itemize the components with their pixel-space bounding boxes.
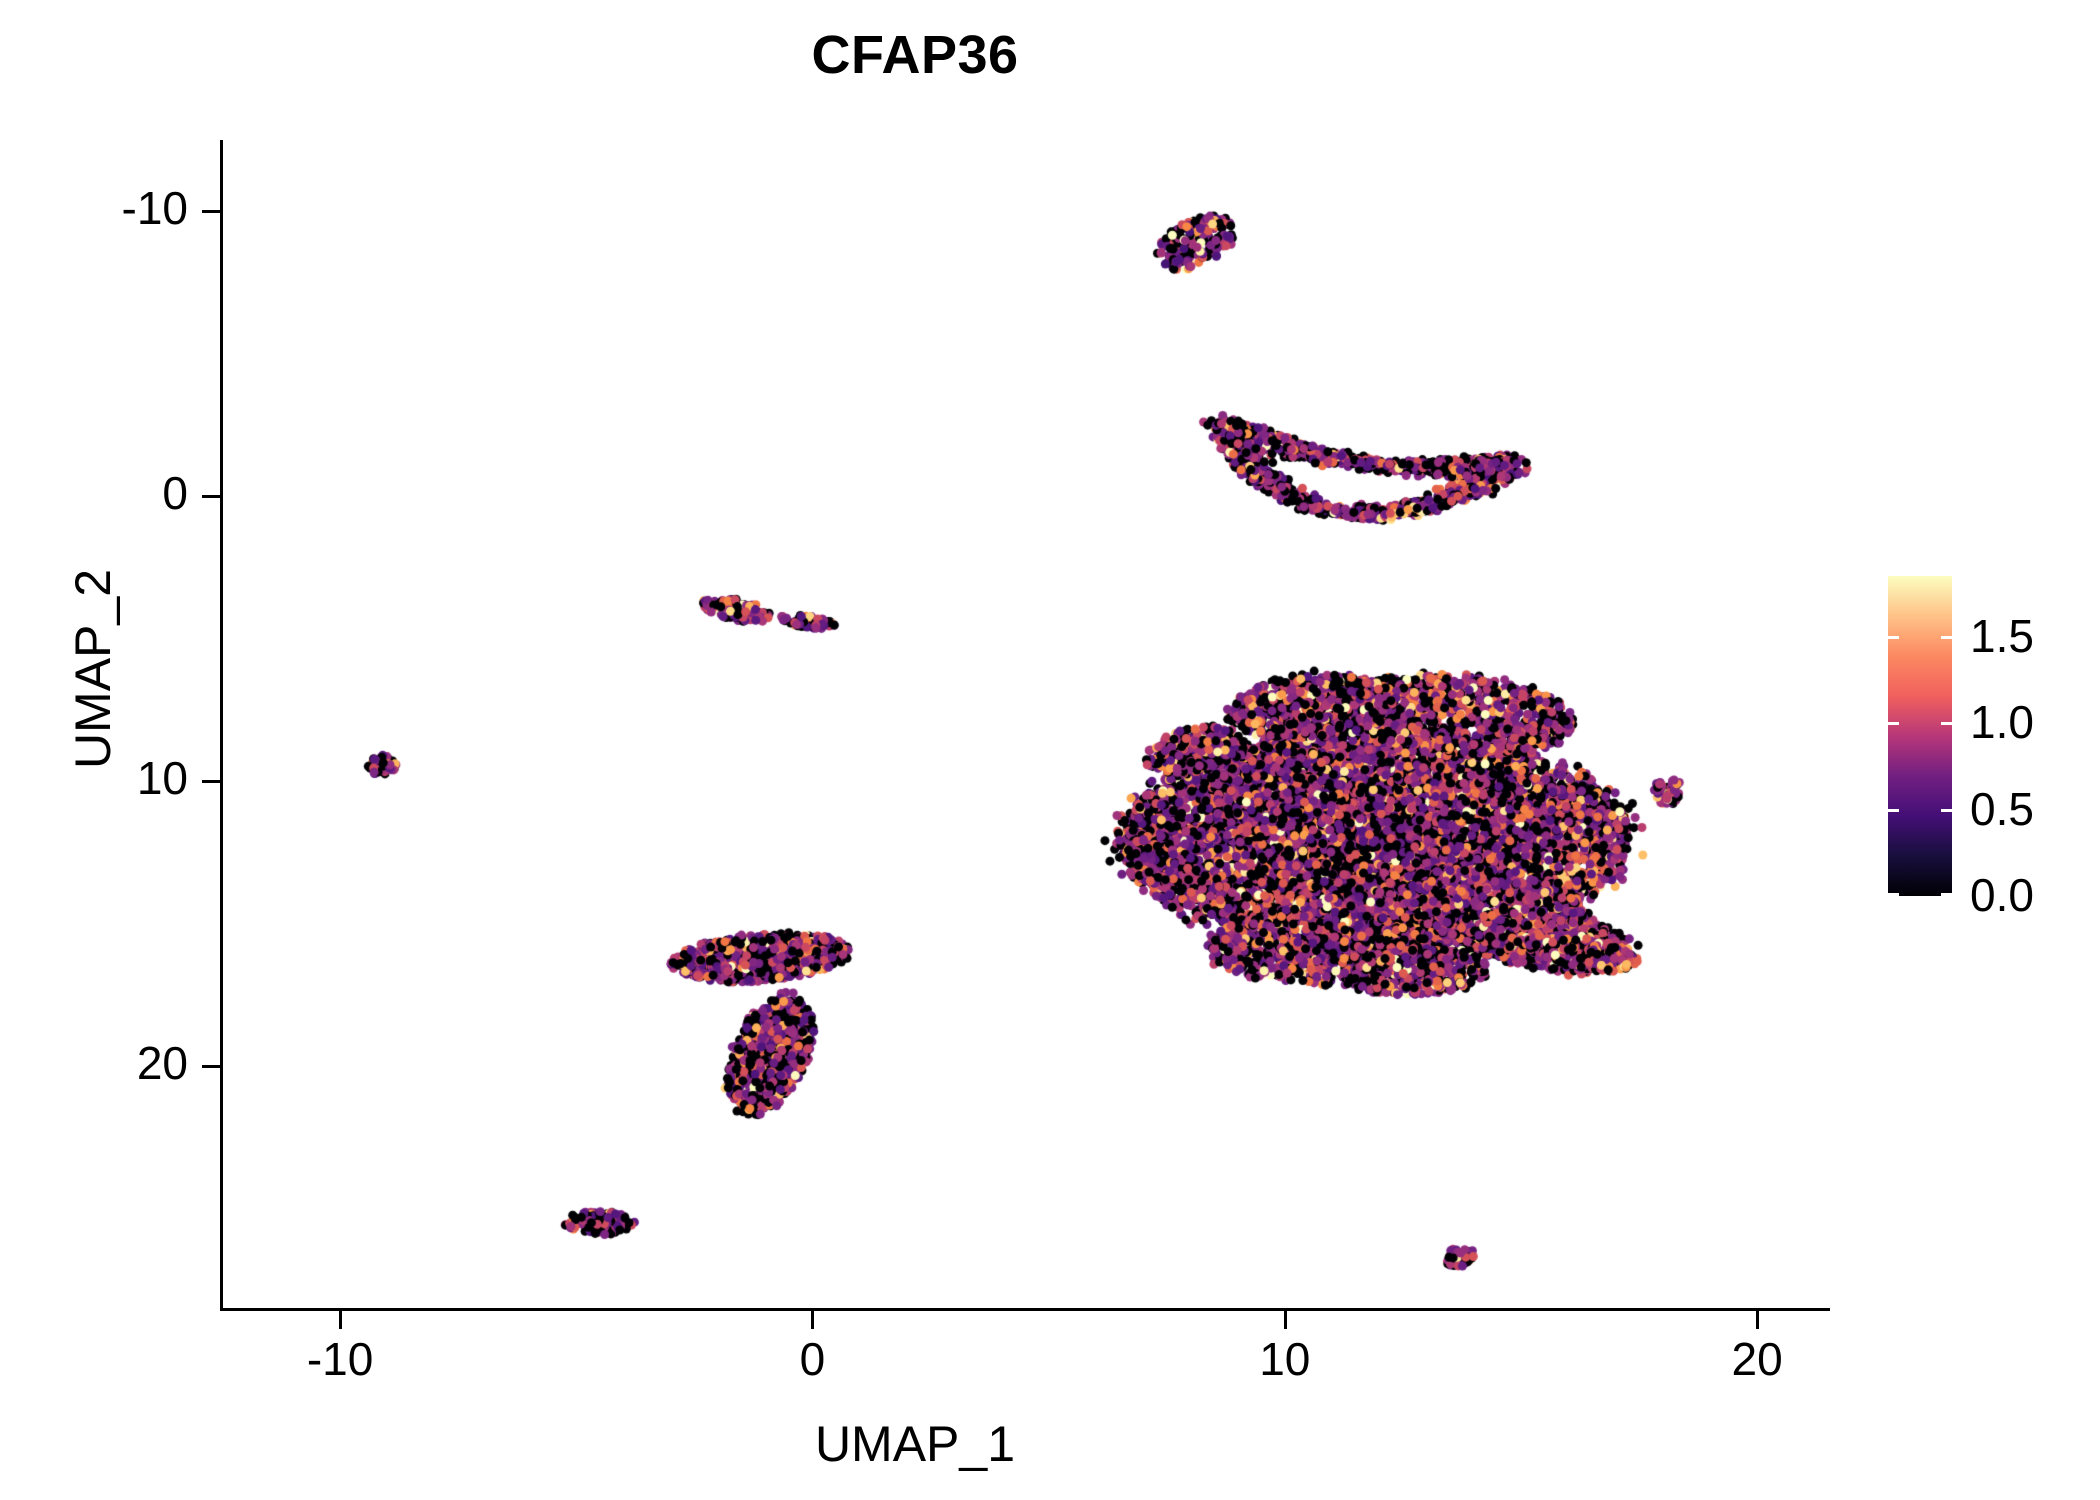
x-tick-label: 0 [799,1333,826,1385]
y-tick-label: 0 [162,467,188,520]
colorbar-tick-label: 1.5 [1970,609,2034,662]
x-tick-label: 20 [1731,1333,1783,1385]
colorbar-tick-mark [1941,808,1952,812]
x-tick-mark [811,1311,815,1329]
y-tick-label: -10 [121,182,188,235]
x-axis-title: UMAP_1 [814,1416,1016,1472]
y-tick-mark [202,779,220,783]
colorbar-tick-mark [1941,722,1952,726]
y-tick-label: 20 [136,1036,188,1089]
colorbar-tick-mark [1941,893,1952,896]
colorbar-tick-mark [1888,635,1899,639]
colorbar-tick-label: 0.0 [1970,869,2034,921]
y-tick-label: 10 [136,751,188,804]
y-axis-line [220,140,223,1311]
scatter-points-layer [222,140,1828,1308]
colorbar-tick-mark [1888,722,1899,726]
x-tick-label: 10 [1259,1333,1311,1385]
colorbar-tick-label: 1.0 [1970,696,2034,749]
colorbar-tick-mark [1888,808,1899,812]
scatter-plot-panel [222,140,1828,1308]
colorbar-tick-label: 0.5 [1970,782,2034,835]
colorbar-tick-mark [1941,635,1952,639]
page-title: CFAP36 [811,25,1019,85]
y-axis-title: UMAP_2 [65,568,121,770]
x-tick-mark [1283,1311,1287,1329]
x-axis-line [220,1308,1830,1311]
x-tick-mark [1756,1311,1760,1329]
colorbar-gradient [1888,576,1952,896]
y-tick-mark [202,1064,220,1068]
x-tick-label: -10 [306,1333,374,1385]
y-tick-mark [202,495,220,499]
x-tick-mark [339,1311,343,1329]
y-tick-mark [202,210,220,214]
colorbar-tick-mark [1888,893,1899,896]
